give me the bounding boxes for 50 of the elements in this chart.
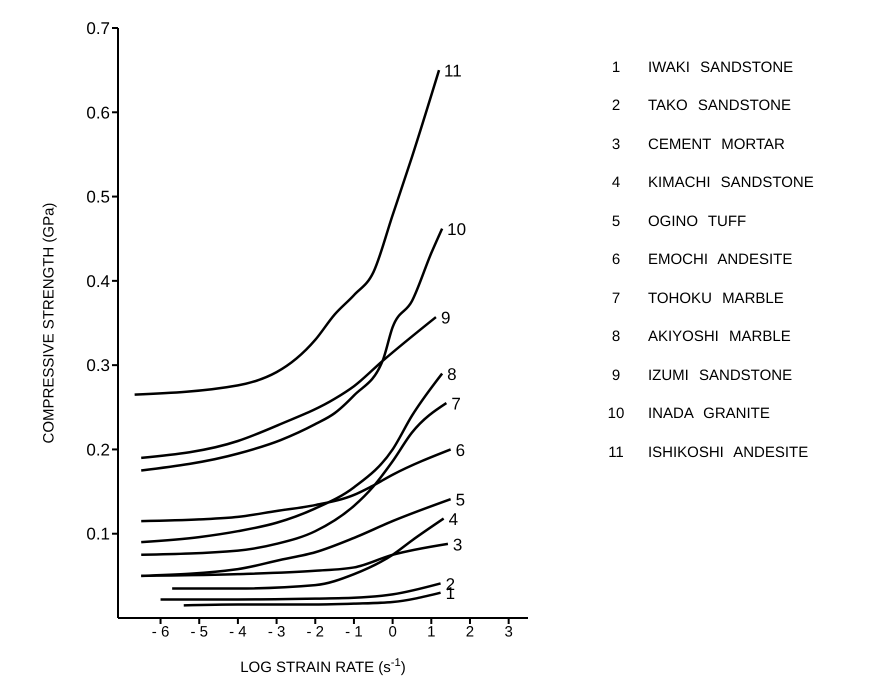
y-axis-title: COMPRESSIVE STRENGTH (GPa)	[40, 202, 58, 444]
series-label: 9	[440, 308, 450, 328]
text: 8	[612, 328, 620, 346]
y-tick-label: 0.6	[86, 103, 110, 122]
y-tick-label: 0.7	[86, 19, 110, 38]
series-label: 7	[451, 394, 461, 414]
text: 5	[612, 212, 620, 230]
text: 2	[612, 97, 620, 114]
text: TAKO SANDSTONE	[648, 97, 791, 114]
y-tick-label: 0.4	[86, 272, 110, 291]
text: 3	[612, 136, 620, 153]
text: ISHIKOSHI ANDESITE	[648, 444, 808, 461]
x-tick-label: - 5	[190, 624, 208, 641]
series-label: 11	[444, 62, 462, 81]
text: EMOCHI ANDESITE	[648, 251, 792, 268]
series-label: 6	[456, 440, 466, 460]
y-tick-label: 0.1	[86, 524, 110, 544]
text: 6	[612, 251, 620, 268]
series-label: 5	[456, 490, 466, 510]
x-tick-label: - 3	[268, 624, 286, 641]
x-tick-label: 0	[388, 624, 397, 641]
y-tick-label: 0.2	[86, 440, 110, 460]
x-tick-label: 3	[504, 624, 513, 641]
text: 1	[612, 58, 620, 76]
y-tick-label: 0.3	[86, 356, 110, 376]
text: 10	[608, 405, 624, 422]
text: TOHOKU MARBLE	[648, 290, 784, 307]
text: 4	[612, 174, 620, 192]
x-axis-title: LOG STRAIN RATE (s$^{-1}$)	[240, 657, 406, 676]
x-tick-label: 2	[466, 624, 474, 641]
x-tick-label: 1	[427, 624, 436, 641]
series-label: 10	[447, 220, 466, 240]
text: 11	[608, 444, 624, 461]
text: INADA GRANITE	[648, 405, 770, 422]
x-tick-label: - 6	[152, 624, 170, 641]
x-tick-label: - 4	[229, 624, 247, 641]
text: IWAKI SANDSTONE	[648, 58, 794, 76]
text: 7	[612, 290, 620, 307]
text: CEMENT MORTAR	[648, 136, 785, 153]
x-tick-label: - 1	[345, 624, 363, 641]
series-label: 4	[448, 510, 458, 530]
text: IZUMI SANDSTONE	[648, 366, 792, 384]
text: 9	[612, 366, 620, 384]
series-label: 8	[447, 365, 457, 384]
text: OGINO TUFF	[648, 212, 746, 230]
text: AKIYOSHI MARBLE	[648, 328, 791, 346]
x-tick-label: - 2	[306, 624, 324, 641]
text: KIMACHI SANDSTONE	[648, 174, 814, 192]
series-label: 3	[452, 535, 462, 554]
y-tick-label: 0.5	[86, 188, 110, 207]
